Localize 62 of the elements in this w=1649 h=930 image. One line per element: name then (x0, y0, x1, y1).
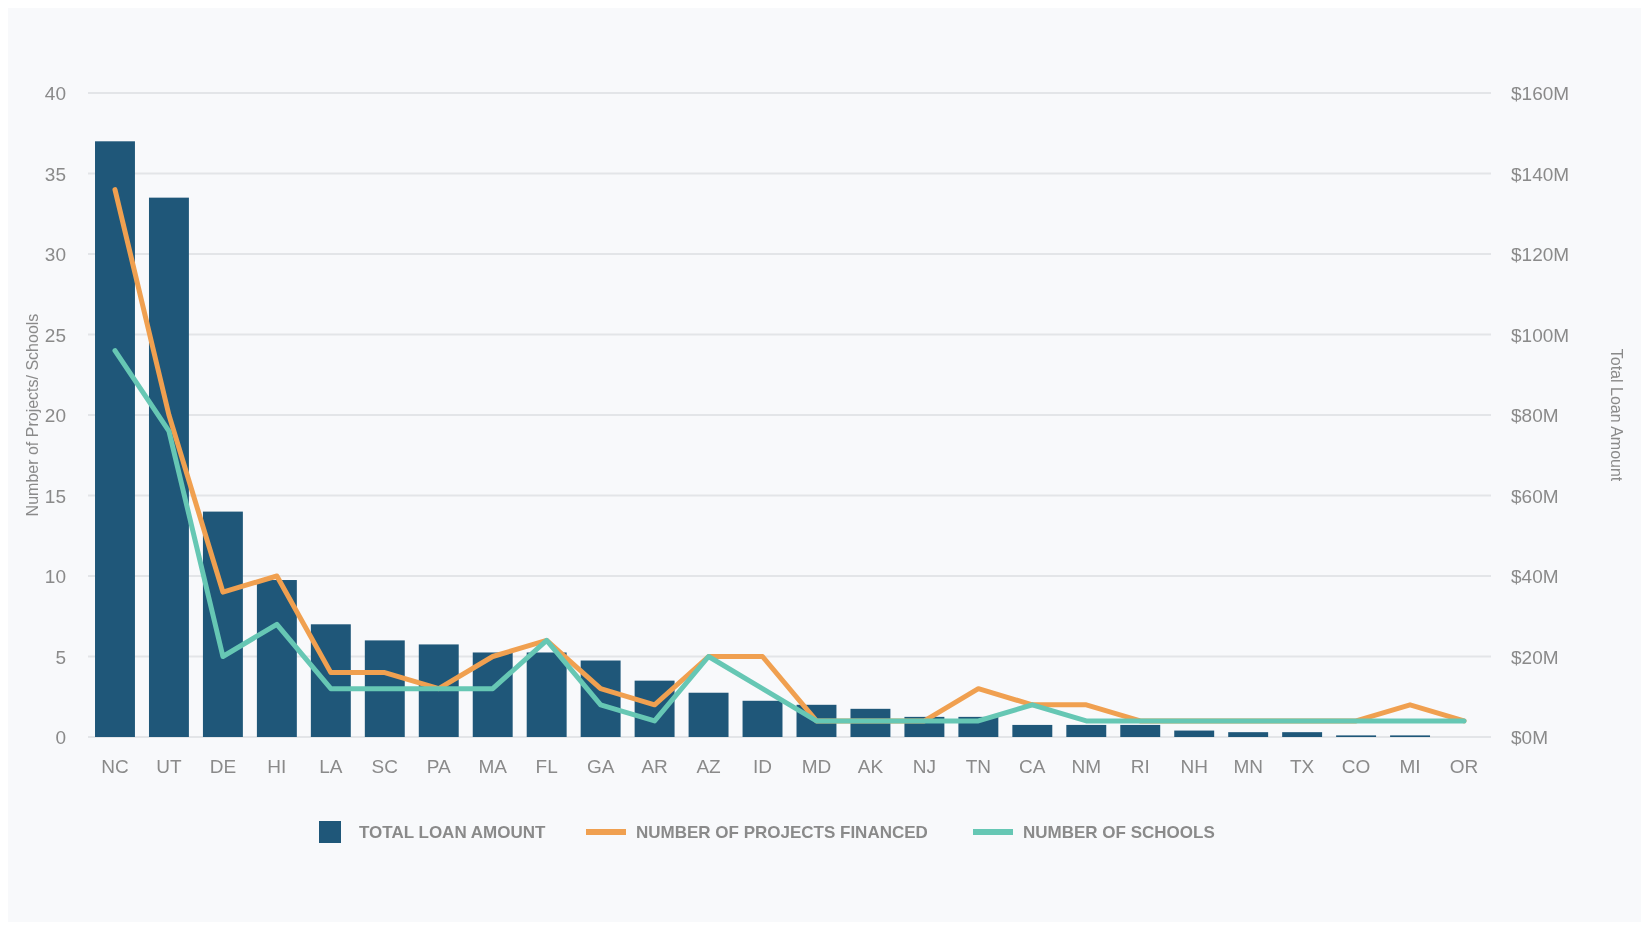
x-tick-label: PA (426, 756, 452, 777)
x-tick-label: NM (1071, 756, 1102, 777)
x-tick-label: TN (965, 756, 992, 777)
x-tick-label: RI (1130, 756, 1150, 777)
y2-tick-label: $0M (1511, 727, 1548, 748)
x-tick-label: CO (1341, 756, 1371, 777)
x-tick-label: NH (1180, 756, 1208, 777)
bar (256, 580, 297, 737)
x-tick-label: AR (641, 756, 668, 777)
bar (418, 644, 459, 737)
x-tick-label: AZ (696, 756, 722, 777)
y2-tick-label: $160M (1511, 83, 1570, 104)
y2-tick-label: $100M (1511, 324, 1570, 346)
x-tick-label: MI (1399, 756, 1421, 777)
bar (688, 692, 729, 737)
bar (526, 652, 567, 737)
y-tick-label: 5 (55, 646, 66, 668)
x-tick-label: MD (801, 756, 832, 777)
x-tick-label: GA (586, 756, 615, 777)
y2-tick-label: $120M (1511, 244, 1570, 265)
y2-tick-label: $140M (1511, 163, 1570, 185)
bar (148, 197, 189, 737)
legend-label: NUMBER OF PROJECTS FINANCED (636, 823, 928, 842)
y-tick-label: 0 (55, 727, 66, 748)
y-tick-label: 40 (44, 83, 66, 104)
y2-tick-label: $40M (1511, 566, 1559, 587)
x-tick-label: UT (156, 756, 182, 777)
bar (742, 700, 783, 737)
x-tick-label: AK (857, 756, 884, 777)
x-tick-label: DE (209, 756, 237, 777)
x-tick-label: SC (371, 756, 398, 777)
y2-tick-label: $20M (1511, 646, 1559, 668)
x-tick-label: CA (1019, 756, 1046, 777)
x-tick-label: NC (101, 756, 129, 777)
y-tick-label: 10 (44, 566, 66, 587)
y-tick-label: 30 (44, 244, 66, 265)
bar (1282, 732, 1323, 737)
y-tick-label: 20 (44, 405, 66, 426)
x-tick-label: TX (1289, 756, 1315, 777)
y2-tick-label: $60M (1511, 485, 1559, 507)
y-tick-label: 35 (44, 163, 66, 185)
x-tick-label: OR (1449, 756, 1479, 777)
legend-label: NUMBER OF SCHOOLS (1023, 823, 1215, 842)
bar (1228, 732, 1269, 737)
bar (1120, 724, 1161, 737)
x-tick-label: HI (267, 756, 287, 777)
y2-tick-label: $80M (1511, 405, 1559, 426)
x-tick-label: ID (753, 756, 773, 777)
y-tick-label: 15 (44, 485, 66, 507)
y-tick-label: 25 (44, 324, 66, 346)
bar (1012, 724, 1053, 737)
x-tick-label: FL (535, 756, 558, 777)
bar (95, 141, 135, 737)
legend-label: TOTAL LOAN AMOUNT (359, 823, 546, 842)
x-tick-label: NJ (912, 756, 937, 777)
y-axis-title: Number of Projects/ Schools (24, 313, 41, 517)
x-tick-label: LA (319, 756, 343, 777)
x-tick-label: MA (478, 756, 508, 777)
bar (1066, 724, 1107, 737)
x-tick-label: MN (1233, 756, 1263, 777)
bar (1174, 730, 1215, 737)
y2-axis-title: Total Loan Amount (1608, 348, 1625, 482)
